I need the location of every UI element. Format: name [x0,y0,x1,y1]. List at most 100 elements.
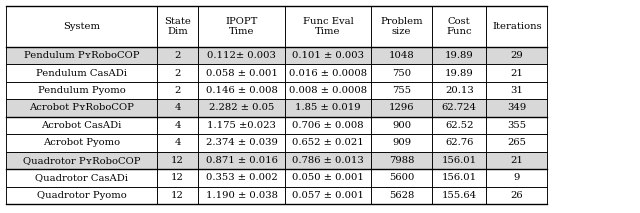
Bar [432,134,486,152]
Text: 0.050 ± 0.001: 0.050 ± 0.001 [292,173,364,182]
Text: 156.01: 156.01 [442,156,477,165]
Bar [6,47,157,64]
Text: 0.057 ± 0.001: 0.057 ± 0.001 [292,191,364,200]
Bar [432,152,486,169]
Bar [157,169,198,187]
Text: 2: 2 [175,51,180,60]
Bar [486,134,547,152]
Bar [6,82,157,99]
Text: IPOPT
Time: IPOPT Time [225,17,258,36]
Text: 12: 12 [171,191,184,200]
Text: 7988: 7988 [389,156,414,165]
Bar [157,82,198,99]
Text: 62.52: 62.52 [445,121,474,130]
Bar [432,47,486,64]
Bar [198,6,285,47]
Bar [285,99,371,117]
Text: 0.101 ± 0.003: 0.101 ± 0.003 [292,51,364,60]
Bar [157,187,198,204]
Bar [285,6,371,47]
Text: 0.871 ± 0.016: 0.871 ± 0.016 [205,156,278,165]
Text: 2: 2 [175,86,180,95]
Text: Acrobot Pyomo: Acrobot Pyomo [43,138,120,147]
Bar [6,152,157,169]
Bar [371,169,432,187]
Bar [6,64,157,82]
Text: 4: 4 [174,121,181,130]
Text: Iterations: Iterations [492,22,541,31]
Bar [198,47,285,64]
Text: 4: 4 [174,138,181,147]
Bar [486,152,547,169]
Text: 0.706 ± 0.008: 0.706 ± 0.008 [292,121,364,130]
Text: 0.353 ± 0.002: 0.353 ± 0.002 [205,173,278,182]
Bar [432,82,486,99]
Text: 0.786 ± 0.013: 0.786 ± 0.013 [292,156,364,165]
Bar [432,117,486,134]
Bar [198,187,285,204]
Text: 900: 900 [392,121,411,130]
Text: Func Eval
Time: Func Eval Time [303,17,353,36]
Text: Problem
size: Problem size [380,17,423,36]
Bar [6,187,157,204]
Text: State
Dim: State Dim [164,17,191,36]
Text: 0.008 ± 0.0008: 0.008 ± 0.0008 [289,86,367,95]
Text: 5600: 5600 [389,173,414,182]
Bar [486,6,547,47]
Text: 2: 2 [175,69,180,78]
Text: 1296: 1296 [389,104,414,112]
Bar [486,64,547,82]
Text: Acrobot CasADi: Acrobot CasADi [42,121,122,130]
Bar [486,82,547,99]
Text: 265: 265 [508,138,526,147]
Text: 0.016 ± 0.0008: 0.016 ± 0.0008 [289,69,367,78]
Bar [198,64,285,82]
Bar [371,134,432,152]
Bar [285,64,371,82]
Bar [6,134,157,152]
Text: 1.190 ± 0.038: 1.190 ± 0.038 [205,191,278,200]
Text: 2.282 ± 0.05: 2.282 ± 0.05 [209,104,275,112]
Bar [157,6,198,47]
Text: 5628: 5628 [389,191,414,200]
Bar [198,169,285,187]
Bar [285,169,371,187]
Bar [486,117,547,134]
Bar [157,99,198,117]
Bar [486,47,547,64]
Text: 31: 31 [510,86,524,95]
Text: 156.01: 156.01 [442,173,477,182]
Text: 29: 29 [511,51,523,60]
Text: 4: 4 [174,104,181,112]
Bar [157,152,198,169]
Text: 12: 12 [171,156,184,165]
Text: Pendulum Pyomo: Pendulum Pyomo [38,86,125,95]
Bar [432,187,486,204]
Text: 26: 26 [511,191,523,200]
Text: Quadrotor CasADi: Quadrotor CasADi [35,173,128,182]
Bar [371,99,432,117]
Bar [6,169,157,187]
Bar [285,187,371,204]
Bar [285,134,371,152]
Bar [198,82,285,99]
Text: 1048: 1048 [388,51,415,60]
Bar [285,117,371,134]
Text: 20.13: 20.13 [445,86,474,95]
Text: 355: 355 [508,121,526,130]
Bar [285,47,371,64]
Text: 155.64: 155.64 [442,191,477,200]
Text: Cost
Func: Cost Func [446,17,472,36]
Text: 0.146 ± 0.008: 0.146 ± 0.008 [205,86,278,95]
Text: 62.724: 62.724 [442,104,477,112]
Bar [432,6,486,47]
Text: Quadrotor PʏRoboCOP: Quadrotor PʏRoboCOP [23,156,140,165]
Bar [371,64,432,82]
Text: 750: 750 [392,69,411,78]
Text: 21: 21 [510,156,524,165]
Text: 0.058 ± 0.001: 0.058 ± 0.001 [205,69,278,78]
Text: 19.89: 19.89 [445,51,474,60]
Bar [157,47,198,64]
Bar [285,82,371,99]
Bar [432,99,486,117]
